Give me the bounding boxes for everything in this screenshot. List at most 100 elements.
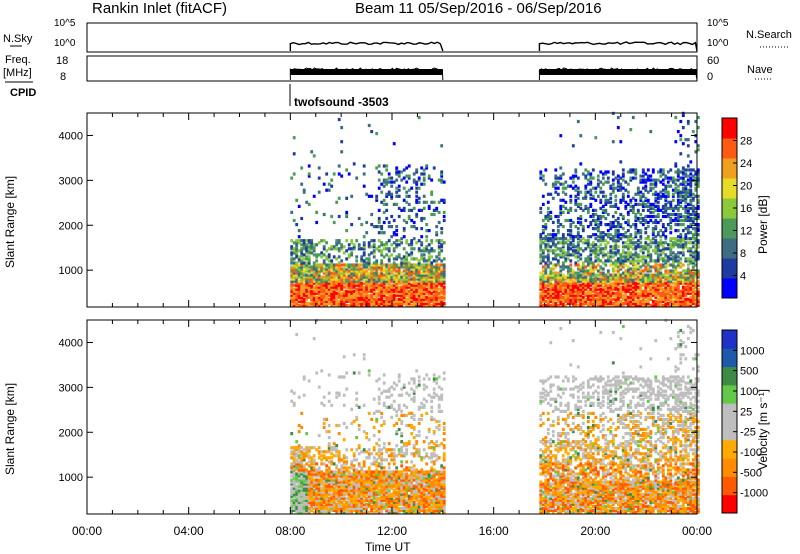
heatmap-cell	[569, 287, 573, 291]
heatmap-cell	[621, 168, 625, 172]
heatmap-cell	[664, 259, 668, 263]
heatmap-cell	[322, 395, 326, 399]
heatmap-cell	[636, 293, 640, 297]
heatmap-cell	[584, 291, 588, 295]
heatmap-cell	[549, 303, 553, 307]
heatmap-cell	[380, 190, 384, 194]
heatmap-cell	[691, 210, 695, 214]
heatmap-cell	[340, 295, 344, 299]
heatmap-cell	[646, 293, 650, 297]
heatmap-cell	[639, 178, 643, 182]
heatmap-cell	[581, 289, 585, 293]
heatmap-cell	[539, 301, 543, 305]
heatmap-cell	[305, 446, 309, 450]
y-tick-label: 3000	[59, 175, 83, 187]
heatmap-cell	[427, 263, 431, 267]
heatmap-cell	[327, 456, 331, 460]
heatmap-cell	[350, 281, 354, 285]
heatmap-cell	[649, 297, 653, 301]
heatmap-cell	[355, 176, 359, 180]
heatmap-cell	[350, 492, 354, 496]
heatmap-cell	[302, 492, 306, 496]
heatmap-cell	[691, 293, 695, 297]
heatmap-cell	[614, 301, 618, 305]
heatmap-cell	[392, 249, 396, 253]
heatmap-cell	[395, 277, 399, 281]
heatmap-cell	[385, 263, 389, 267]
heatmap-cell	[317, 303, 321, 307]
heatmap-cell	[684, 293, 688, 297]
heatmap-cell	[380, 182, 384, 186]
nsearch-tick-bottom: 10^0	[707, 38, 729, 49]
heatmap-cell	[669, 202, 673, 206]
heatmap-cell	[586, 259, 590, 263]
heatmap-cell	[606, 297, 610, 301]
heatmap-cell	[556, 218, 560, 223]
heatmap-cell	[355, 295, 359, 299]
heatmap-cell	[691, 301, 695, 305]
heatmap-cell	[307, 293, 311, 297]
heatmap-cell	[664, 210, 668, 214]
heatmap-cell	[390, 283, 394, 287]
heatmap-cell	[684, 227, 688, 231]
heatmap-cell	[601, 247, 605, 251]
heatmap-cell	[669, 245, 673, 249]
heatmap-cell	[629, 277, 633, 281]
heatmap-cell	[340, 291, 344, 295]
heatmap-cell	[292, 474, 296, 478]
heatmap-cell	[342, 281, 346, 285]
heatmap-cell	[392, 281, 396, 285]
heatmap-cell	[330, 297, 334, 301]
heatmap-cell	[325, 458, 329, 462]
heatmap-cell	[659, 295, 663, 299]
heatmap-cell	[669, 257, 673, 261]
heatmap-cell	[327, 287, 331, 291]
heatmap-cell	[385, 297, 389, 301]
heatmap-cell	[609, 204, 613, 208]
heatmap-cell	[430, 297, 434, 301]
heatmap-cell	[571, 281, 575, 285]
heatmap-cell	[382, 164, 386, 168]
heatmap-cell	[679, 214, 683, 219]
heatmap-cell	[365, 297, 369, 301]
heatmap-cell	[624, 204, 628, 208]
heatmap-cell	[661, 287, 665, 291]
heatmap-cell	[571, 144, 575, 148]
heatmap-cell	[566, 287, 570, 291]
heatmap-cell	[410, 297, 414, 301]
heatmap-cell	[676, 299, 680, 303]
heatmap-cell	[664, 295, 668, 299]
heatmap-cell	[375, 301, 379, 305]
heatmap-cell	[574, 273, 578, 277]
heatmap-cell	[634, 285, 638, 289]
heatmap-cell	[327, 373, 331, 377]
heatmap-cell	[694, 269, 698, 273]
heatmap-cell	[574, 188, 578, 192]
heatmap-cell	[312, 301, 316, 305]
heatmap-cell	[300, 411, 304, 415]
heatmap-cell	[295, 466, 299, 470]
heatmap-cell	[671, 180, 675, 184]
heatmap-cell	[297, 229, 301, 233]
heatmap-cell	[427, 279, 431, 283]
heatmap-cell	[626, 299, 630, 303]
heatmap-cell	[569, 253, 573, 257]
heatmap-cell	[430, 192, 434, 196]
heatmap-cell	[694, 210, 698, 214]
heatmap-cell	[345, 279, 349, 283]
heatmap-cell	[671, 281, 675, 285]
heatmap-cell	[322, 506, 326, 510]
heatmap-cell	[591, 279, 595, 283]
heatmap-cell	[315, 494, 319, 498]
heatmap-cell	[300, 273, 304, 277]
heatmap-cell	[651, 283, 655, 287]
heatmap-cell	[666, 247, 670, 251]
heatmap-cell	[696, 168, 700, 172]
heatmap-cell	[335, 448, 339, 452]
heatmap-cell	[422, 269, 426, 273]
heatmap-cell	[317, 166, 321, 170]
heatmap-cell	[664, 202, 668, 206]
heatmap-cell	[671, 176, 675, 180]
heatmap-cell	[432, 287, 436, 291]
heatmap-cell	[307, 482, 311, 486]
